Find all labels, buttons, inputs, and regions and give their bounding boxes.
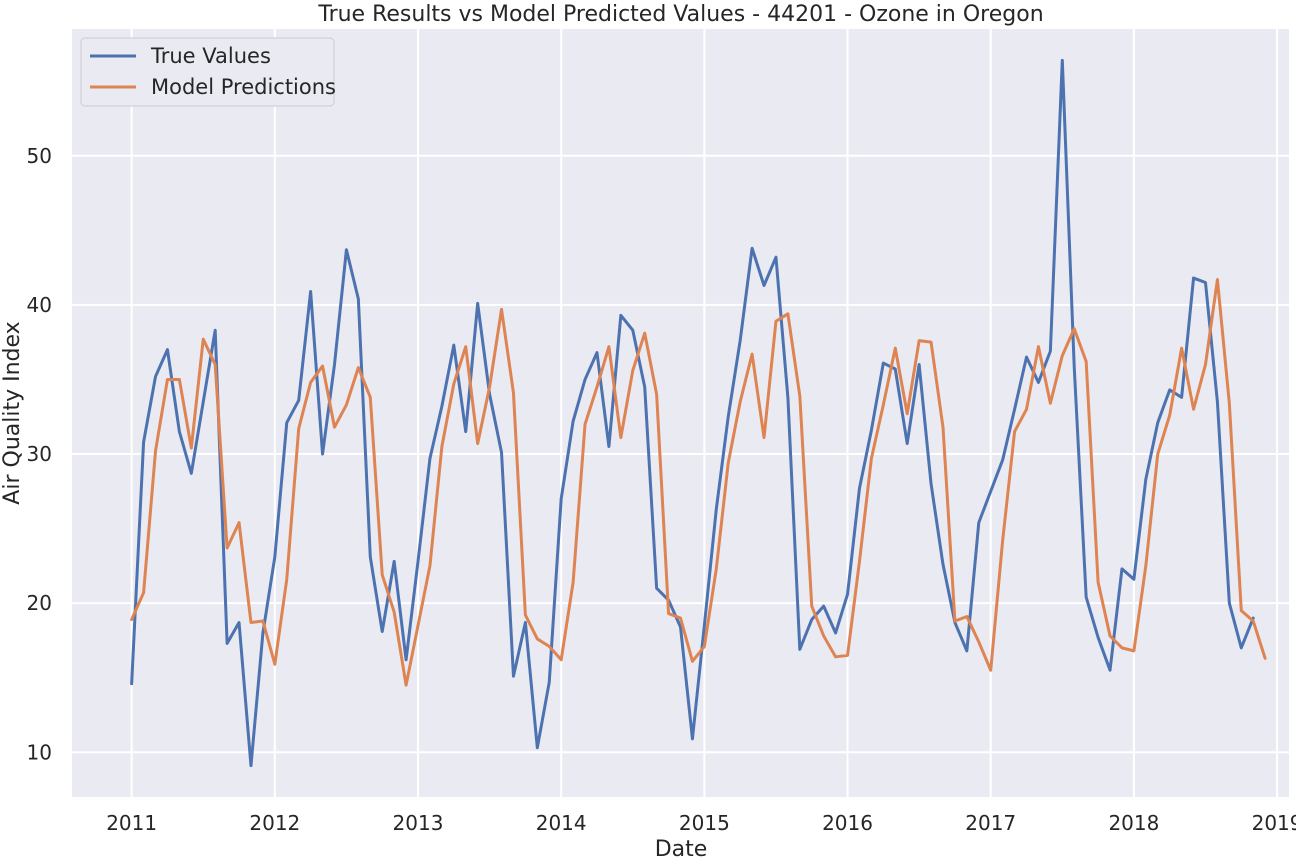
x-tick-label: 2014 <box>536 811 587 835</box>
y-tick-label: 20 <box>27 591 52 615</box>
x-tick-label: 2015 <box>679 811 730 835</box>
grid-lines <box>72 29 1289 797</box>
y-tick-label: 10 <box>27 740 52 764</box>
y-axis-ticks: 10 20 30 40 50 <box>27 144 52 765</box>
x-tick-label: 2013 <box>393 811 444 835</box>
series-line-true-values <box>130 58 1255 768</box>
y-axis-label: Air Quality Index <box>0 321 25 504</box>
y-tick-label: 50 <box>27 144 52 168</box>
chart-title: True Results vs Model Predicted Values -… <box>317 2 1043 27</box>
x-axis-ticks: 2011 2012 2013 2014 2015 2016 2017 2018 2019 <box>106 811 1296 835</box>
x-tick-label: 2019 <box>1252 811 1296 835</box>
legend-label-model-predictions: Model Predictions <box>151 75 336 99</box>
legend-label-true-values: True Values <box>150 44 271 68</box>
x-axis-label: Date <box>655 837 708 862</box>
series-lines <box>130 58 1267 768</box>
legend: True Values Model Predictions <box>80 37 336 107</box>
series-line-model-predictions <box>130 278 1267 687</box>
y-tick-label: 40 <box>27 293 52 317</box>
y-tick-label: 30 <box>27 442 52 466</box>
x-tick-label: 2018 <box>1108 811 1159 835</box>
x-tick-label: 2016 <box>822 811 873 835</box>
x-tick-label: 2012 <box>249 811 300 835</box>
plot-area <box>72 29 1289 797</box>
legend-box <box>80 37 335 107</box>
x-tick-label: 2017 <box>965 811 1016 835</box>
x-tick-label: 2011 <box>106 811 157 835</box>
